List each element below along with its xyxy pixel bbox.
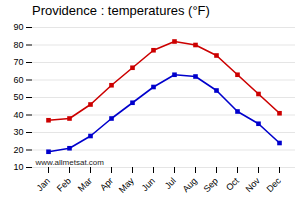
svg-text:Aug: Aug [181, 176, 199, 194]
svg-text:Nov: Nov [244, 175, 263, 194]
svg-text:10: 10 [13, 162, 23, 172]
svg-text:Mar: Mar [76, 176, 94, 194]
svg-text:50: 50 [13, 92, 23, 102]
svg-text:Oct: Oct [224, 175, 241, 192]
svg-text:Sep: Sep [202, 176, 220, 194]
svg-text:Jul: Jul [163, 176, 178, 191]
html-text:Providence : temperatures (°F): Providence : temperatures (°F) [32, 3, 210, 18]
svg-text:Jan: Jan [35, 176, 52, 193]
svg-text:May: May [117, 175, 136, 194]
svg-text:20: 20 [13, 145, 23, 155]
svg-text:60: 60 [13, 75, 23, 85]
svg-text:Feb: Feb [55, 176, 73, 194]
svg-text:70: 70 [13, 57, 23, 67]
svg-text:Jun: Jun [140, 176, 157, 193]
svg-text:www.allmetsat.com: www.allmetsat.com [35, 158, 105, 167]
svg-text:40: 40 [13, 110, 23, 120]
svg-text:Dec: Dec [265, 175, 284, 194]
svg-text:90: 90 [13, 22, 23, 32]
svg-text:30: 30 [13, 127, 23, 137]
svg-text:80: 80 [13, 40, 23, 50]
svg-text:Apr: Apr [98, 176, 115, 193]
